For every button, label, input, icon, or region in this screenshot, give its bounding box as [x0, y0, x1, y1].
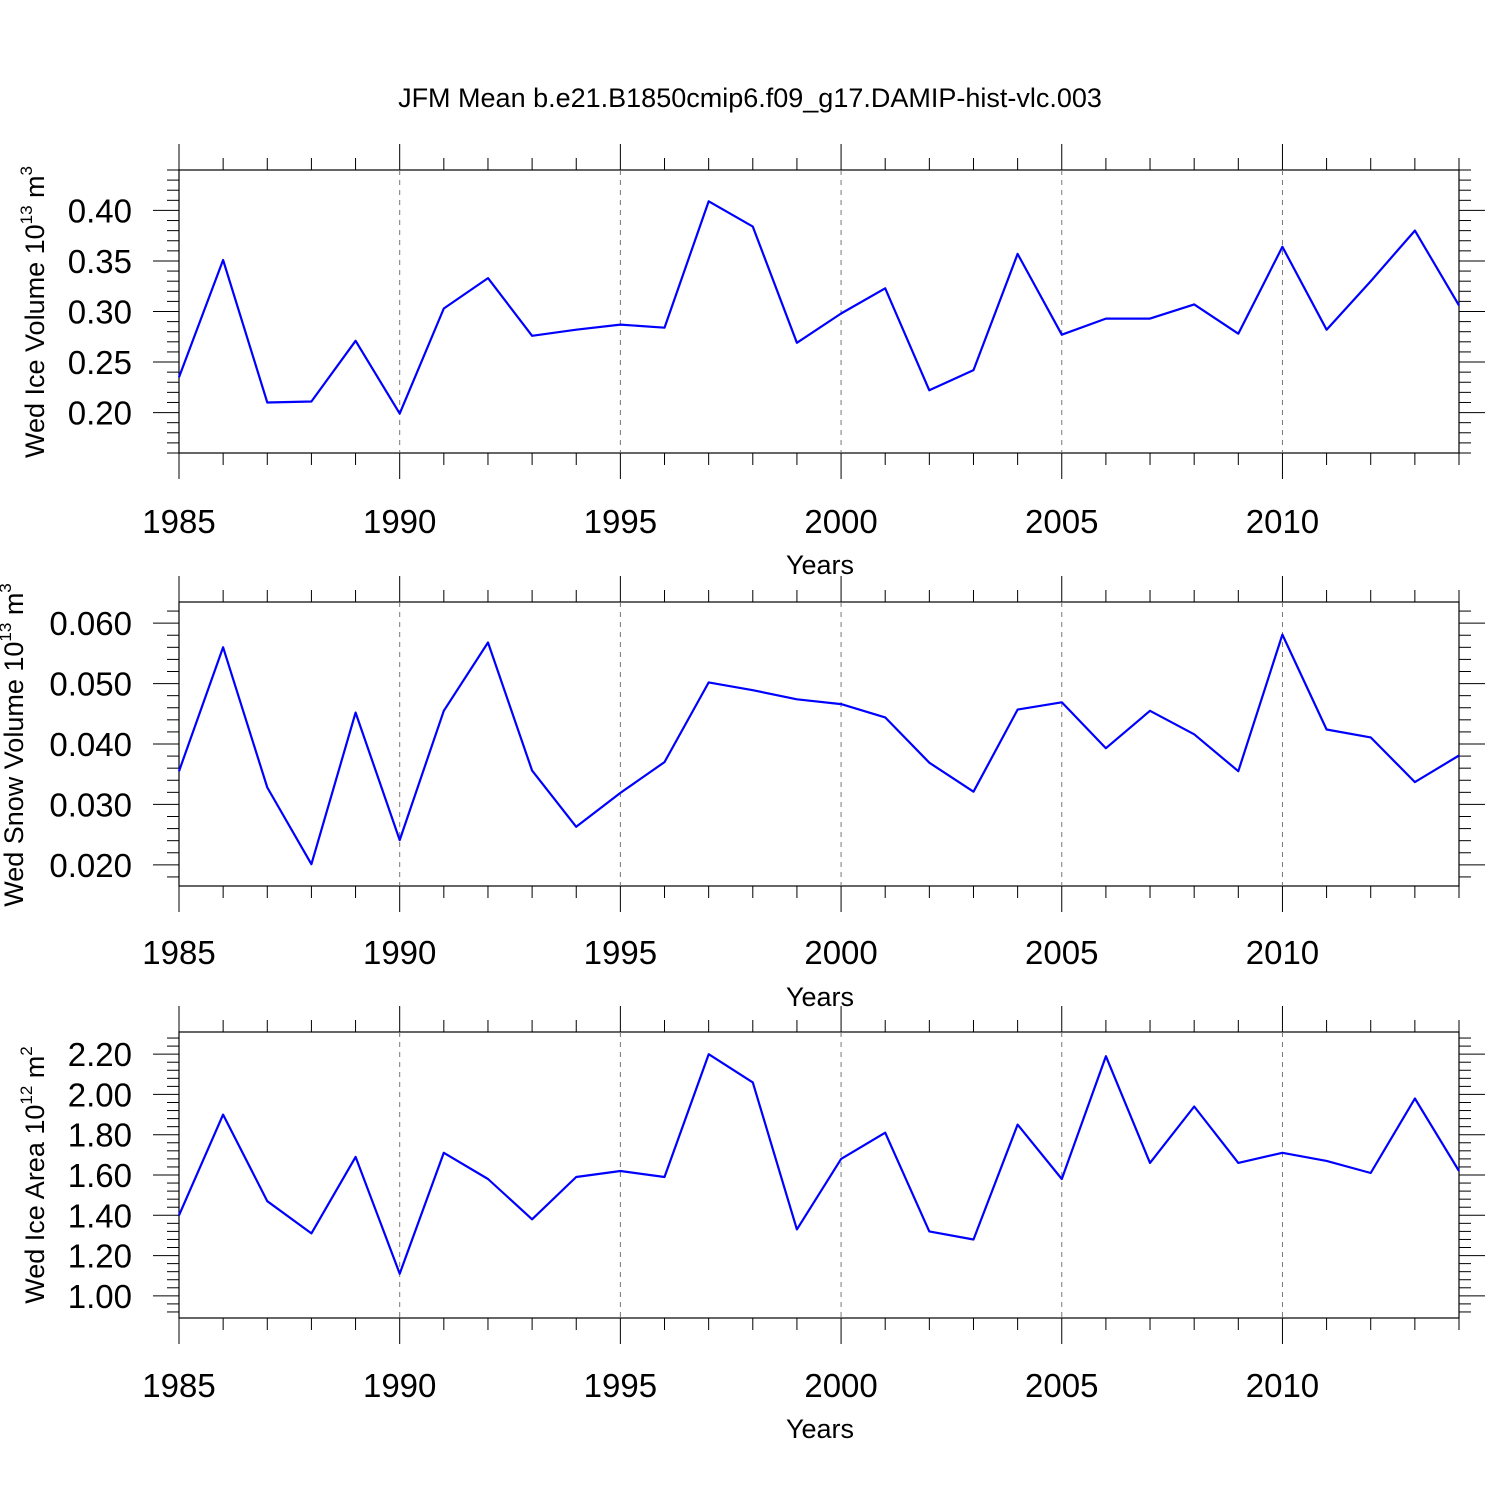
y-axis-title-superscript: 13: [17, 205, 36, 224]
x-tick-label: 2005: [1025, 1367, 1098, 1404]
y-axis-title-text: m: [20, 175, 50, 205]
x-tick-label: 2000: [804, 934, 877, 971]
x-tick-label: 1995: [584, 1367, 657, 1404]
x-tick-label: 2010: [1246, 503, 1319, 540]
y-tick-label: 1.60: [68, 1157, 132, 1194]
y-tick-label: 2.20: [68, 1036, 132, 1073]
y-tick-label: 1.20: [68, 1238, 132, 1275]
y-axis-title-superscript: 13: [0, 623, 15, 642]
x-tick-label: 2005: [1025, 934, 1098, 971]
series-line-wed-ice-volume: [177, 200, 1460, 415]
y-tick-label: 1.00: [68, 1278, 132, 1315]
x-tick-label: 1985: [142, 1367, 215, 1404]
y-tick-label: 1.80: [68, 1117, 132, 1154]
y-axis-title-superscript: 3: [0, 583, 15, 592]
y-tick-label: 0.030: [49, 786, 132, 823]
y-tick-label: 0.20: [68, 395, 132, 432]
x-tick-label: 2000: [804, 1367, 877, 1404]
y-axis-title: Wed Ice Volume 1013 m3: [17, 166, 50, 458]
chart-panel-2: 1985 1990 1995 2000 2005 2010 0.020 0.030 0.040 0…: [0, 576, 1485, 1012]
panels: 1985 1990 1995 2000 2005 2010 0.20 0.25 0.30 0.35…: [0, 144, 1485, 1444]
y-tick-label: 0.060: [49, 605, 132, 642]
x-tick-label: 2010: [1246, 934, 1319, 971]
y-tick-label: 0.020: [49, 847, 132, 884]
y-tick-label: 0.40: [68, 192, 132, 229]
y-axis-title: Wed Snow Volume 1013 m3: [0, 583, 29, 907]
y-axis-title-text: Wed Ice Volume 10: [20, 224, 50, 458]
x-tick-label: 1990: [363, 934, 436, 971]
x-tick-label: 1990: [363, 503, 436, 540]
series-line-wed-ice-area: [177, 1053, 1460, 1275]
chart-panel-1: 1985 1990 1995 2000 2005 2010 0.20 0.25 0.30 0.35…: [17, 144, 1485, 580]
plot-frame: [178, 169, 1460, 454]
y-axis-title-text: Wed Snow Volume 10: [0, 642, 29, 907]
chart-panel-3: 1985 1990 1995 2000 2005 2010 1.001.20 1.401.60…: [17, 1006, 1485, 1444]
y-axis-title-text: Wed Ice Area 10: [20, 1105, 50, 1304]
figure-title: JFM Mean b.e21.B1850cmip6.f09_g17.DAMIP-…: [398, 83, 1102, 113]
y-axis-title-text: m: [0, 593, 29, 623]
y-tick-label: 0.30: [68, 294, 132, 331]
y-axis-title: Wed Ice Area 1012 m2: [17, 1046, 50, 1304]
x-axis-title: Years: [786, 982, 854, 1012]
x-axis-title: Years: [786, 550, 854, 580]
x-tick-label: 1985: [142, 503, 215, 540]
y-tick-label: 0.25: [68, 344, 132, 381]
series-line-wed-snow-volume: [177, 633, 1460, 866]
y-tick-label: 0.35: [68, 243, 132, 280]
x-tick-label: 1990: [363, 1367, 436, 1404]
plot-frame: [178, 1031, 1460, 1319]
x-tick-label: 1995: [584, 934, 657, 971]
y-axis-title-superscript: 3: [17, 166, 36, 175]
x-tick-label: 1995: [584, 503, 657, 540]
x-axis-title: Years: [786, 1414, 854, 1444]
y-tick-label: 0.040: [49, 726, 132, 763]
y-axis-title-superscript: 2: [17, 1046, 36, 1055]
plot-frame: [178, 601, 1460, 887]
x-tick-label: 2000: [804, 503, 877, 540]
y-tick-label: 2.00: [68, 1076, 132, 1113]
x-tick-label: 2010: [1246, 1367, 1319, 1404]
x-tick-label: 2005: [1025, 503, 1098, 540]
y-tick-label: 1.40: [68, 1197, 132, 1234]
y-axis-title-text: m: [20, 1056, 50, 1086]
x-tick-label: 1985: [142, 934, 215, 971]
y-axis-title-superscript: 12: [17, 1086, 36, 1105]
y-tick-label: 0.050: [49, 666, 132, 703]
